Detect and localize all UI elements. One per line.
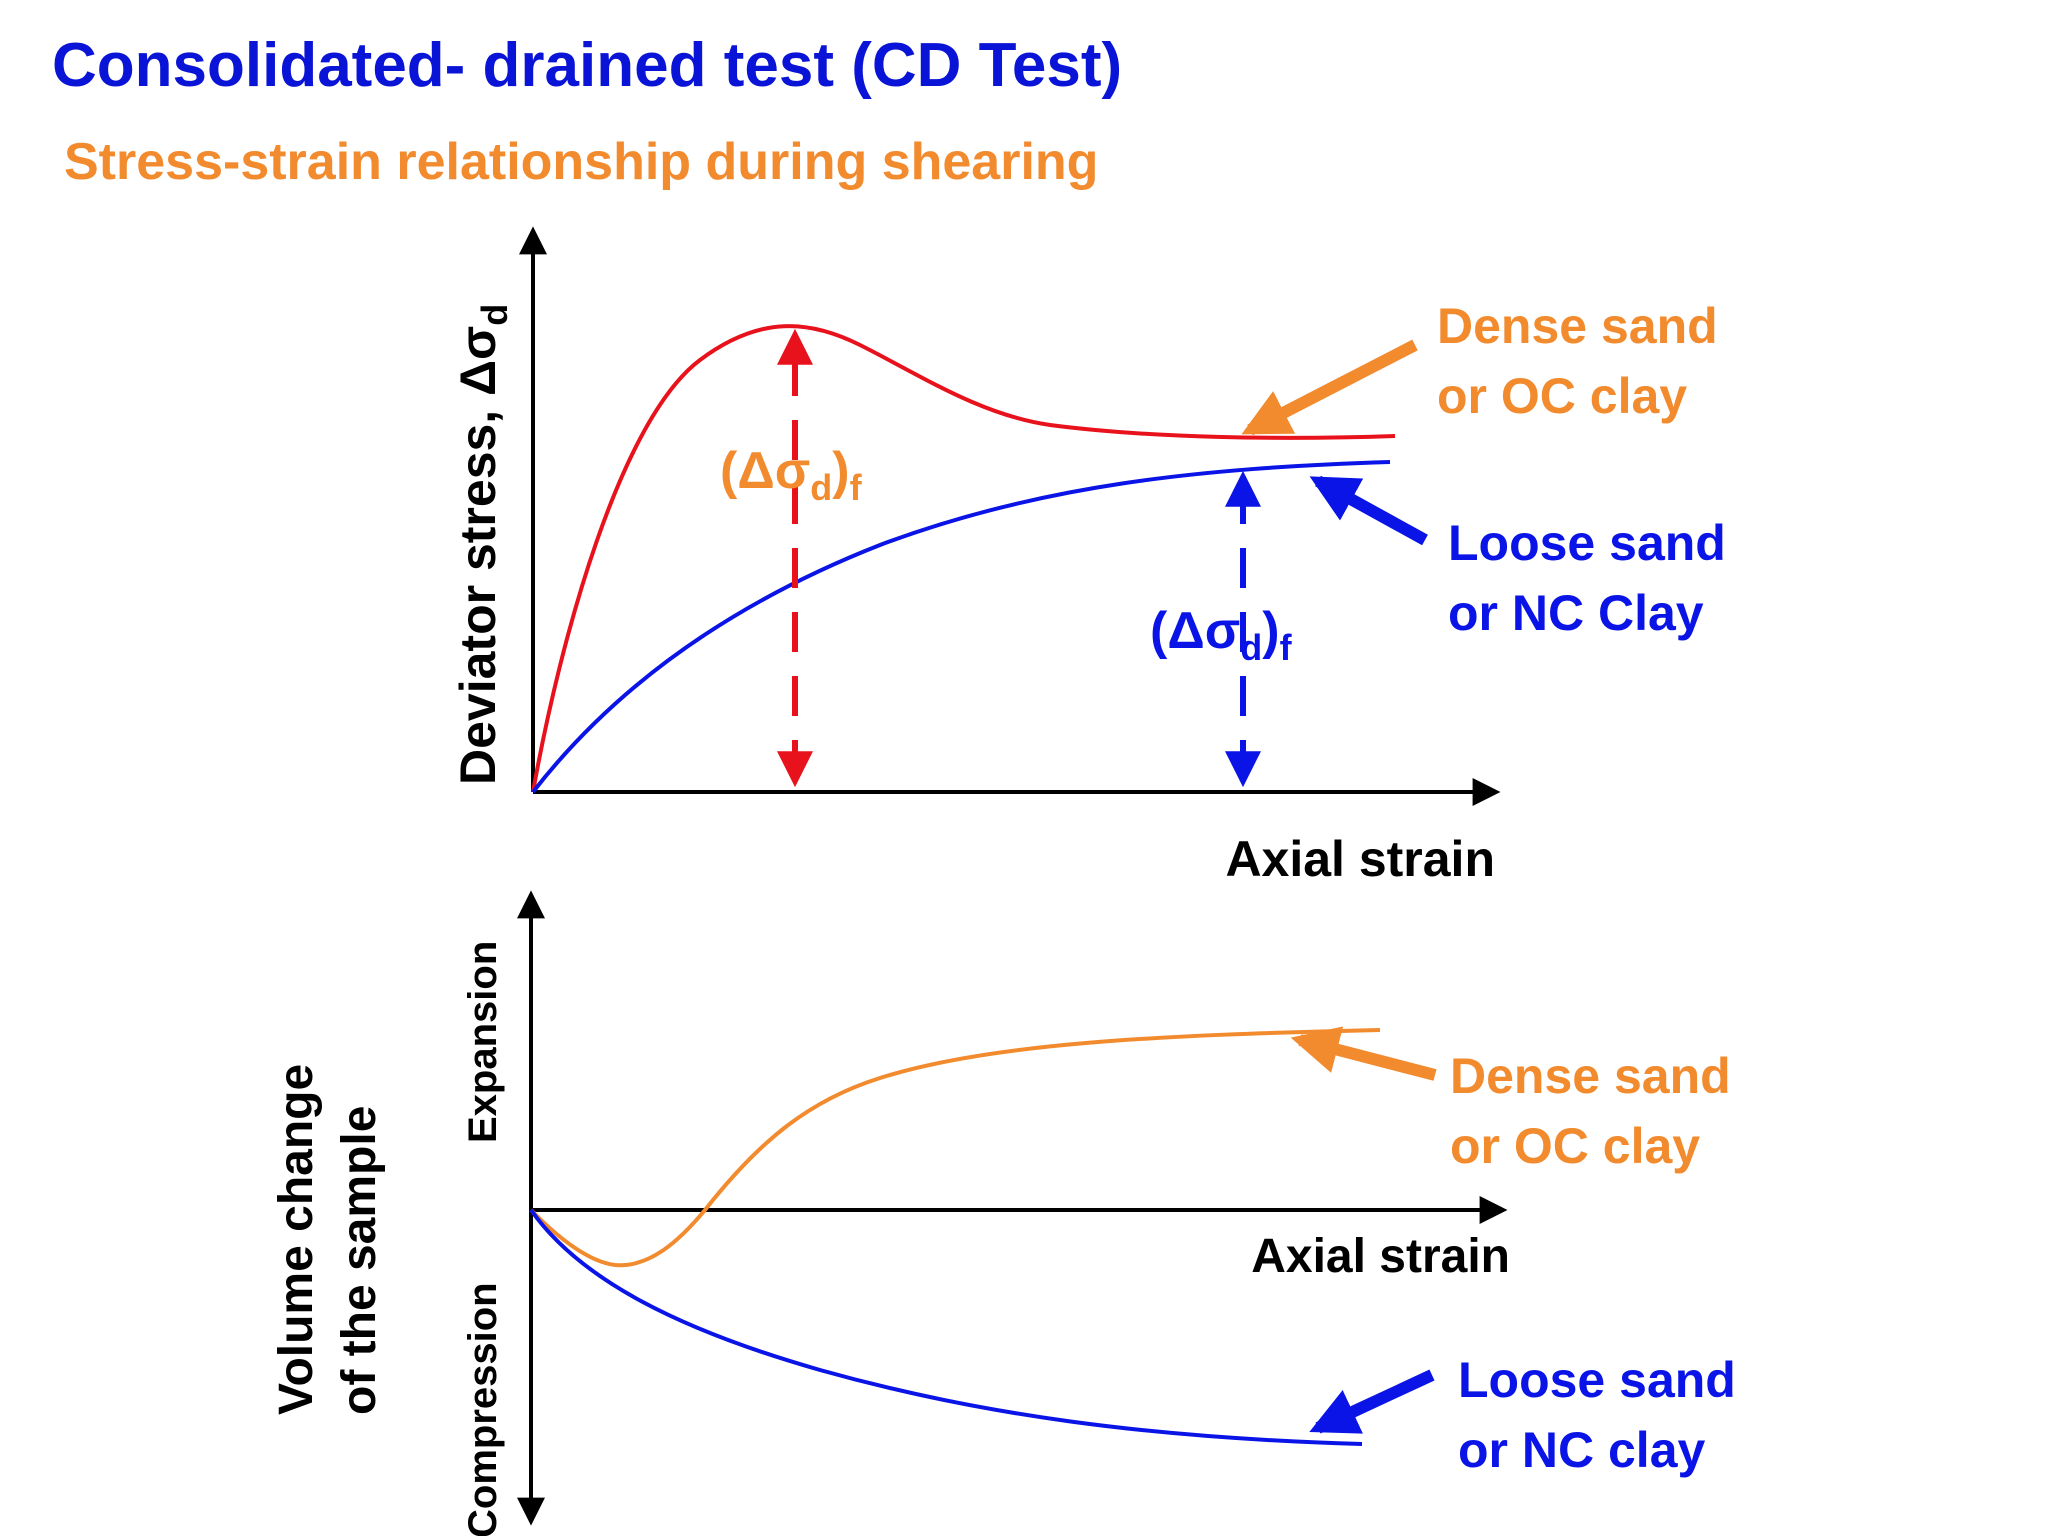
volume-change-chart: Volume change of the sample Expansion Co… xyxy=(270,890,1750,1536)
top-y-axis-label: Deviator stress, Δσd xyxy=(450,304,515,785)
loose-stress-curve xyxy=(531,460,1391,794)
volume-change-label-line1: Volume change xyxy=(270,1064,323,1415)
bottom-loose-pointer xyxy=(1309,1369,1435,1434)
loose-volume-curve xyxy=(529,1208,1363,1446)
dense-label-pointer xyxy=(1241,339,1418,436)
dense-failure-label: (Δσd)f xyxy=(720,442,863,508)
slide-subtitle: Stress-strain relationship during sheari… xyxy=(64,133,1099,191)
expansion-label: Expansion xyxy=(461,941,505,1143)
bottom-x-axis-label: Axial strain xyxy=(1251,1230,1510,1283)
loose-label-pointer xyxy=(1309,475,1428,546)
stress-strain-chart: Deviator stress, Δσd Axial strain (Δσd)f… xyxy=(450,226,1740,887)
bottom-dense-label: Dense sand or OC clay xyxy=(1450,1048,1745,1174)
volume-change-label-line2: of the sample xyxy=(333,1106,386,1415)
bottom-loose-label: Loose sand or NC clay xyxy=(1458,1352,1750,1478)
loose-failure-label: (Δσd)f xyxy=(1150,602,1293,668)
top-x-axis-label: Axial strain xyxy=(1225,831,1495,887)
bottom-dense-pointer xyxy=(1290,1026,1437,1081)
compression-label: Compression xyxy=(461,1282,505,1536)
dense-stress-curve xyxy=(531,324,1396,793)
top-loose-label: Loose sand or NC Clay xyxy=(1448,515,1740,641)
dense-volume-curve xyxy=(529,1028,1381,1268)
slide-title: Consolidated- drained test (CD Test) xyxy=(52,31,1123,100)
top-dense-label: Dense sand or OC clay xyxy=(1437,298,1732,424)
